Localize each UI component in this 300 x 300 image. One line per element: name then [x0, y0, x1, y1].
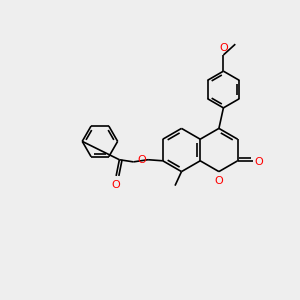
Text: O: O: [219, 43, 228, 53]
Text: O: O: [112, 179, 121, 190]
Text: O: O: [254, 157, 263, 167]
Text: O: O: [137, 155, 146, 165]
Text: O: O: [214, 176, 223, 186]
